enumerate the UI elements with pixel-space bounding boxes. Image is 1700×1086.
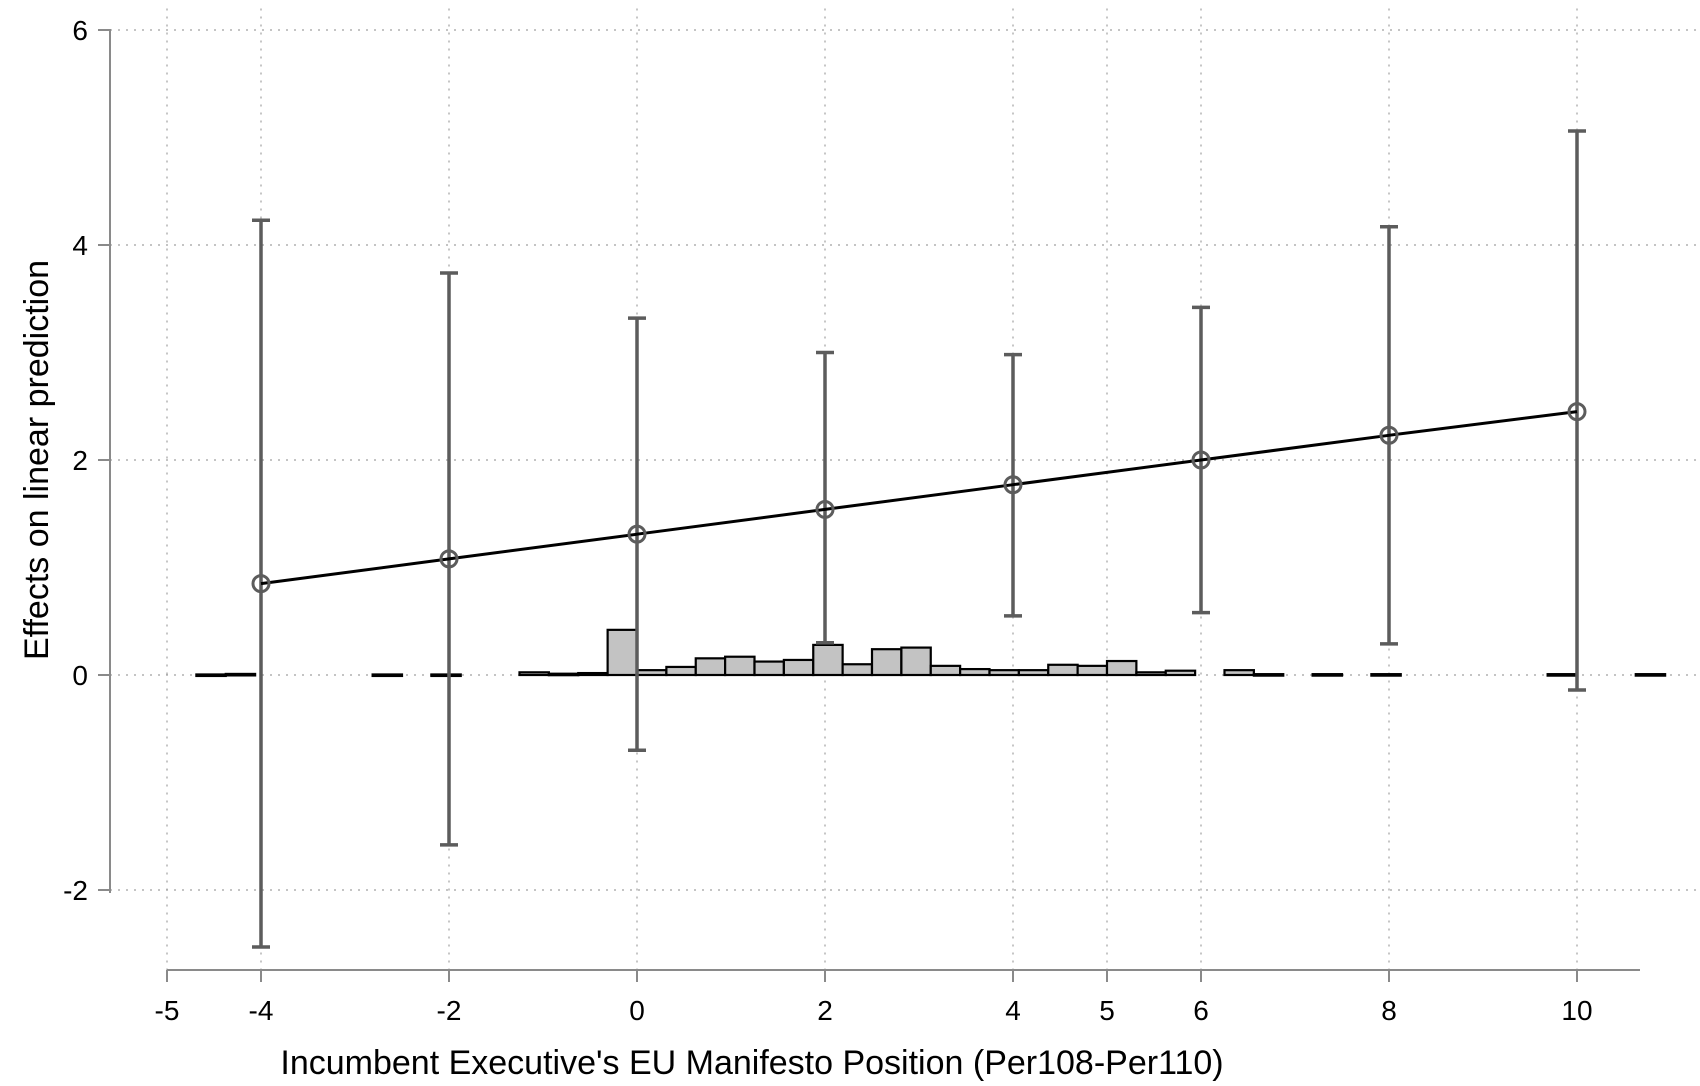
x-tick-label: 10 [1561,995,1592,1026]
x-tick-label: 8 [1381,995,1397,1026]
histogram-bar [430,673,462,678]
effect-line-layer [260,410,1578,586]
histogram-bar [1076,664,1109,677]
effect-point-marker [815,499,835,519]
x-tick-label: 5 [1099,995,1115,1026]
histogram-bar [1135,671,1167,677]
histogram-bar [577,671,609,677]
x-tick-label: 4 [1005,995,1021,1026]
histogram-bar [518,671,550,677]
x-tick-label: -5 [155,995,180,1026]
histogram-bar [870,648,903,677]
histogram-bar [988,669,1020,677]
y-axis-title: Effects on linear prediction [18,260,56,660]
y-tick-label: 2 [72,445,88,476]
y-tick-label: -2 [63,875,88,906]
histogram-bar [929,664,962,677]
histogram-bar [635,669,668,677]
histogram-bar [782,658,815,677]
histogram-bar [1546,673,1579,677]
histogram-bar [371,673,404,678]
histogram-bar [1105,659,1138,677]
x-axis-title: Incumbent Executive's EU Manifesto Posit… [280,1044,1223,1082]
histogram-bar [665,665,697,677]
y-tick-label: 0 [72,660,88,691]
histogram-bar [1311,673,1344,677]
effect-point-marker [251,574,271,594]
histogram-bar [1223,669,1255,677]
histogram-bar [753,660,785,677]
effect-point-marker [1191,450,1211,470]
x-axis-ticks: -5 -4 -2 0 2 4 5 6 8 10 [155,970,1593,1026]
histogram-bar [841,663,874,677]
grid-lines [110,8,1700,971]
x-tick-label: 0 [629,995,645,1026]
histogram-bar [1164,669,1197,677]
histogram-bar [1017,669,1050,677]
effect-point-marker [627,524,647,544]
histogram-bar [959,667,991,677]
histogram-bar [195,673,227,678]
effect-point-marker [1379,425,1399,445]
histogram-bar [224,672,257,677]
histogram-bar [606,628,639,677]
effect-line [260,410,1578,586]
axes [109,29,1640,971]
y-axis-ticks: -2 0 2 4 6 [63,15,110,906]
histogram-bar [1047,663,1079,677]
histogram-bar [1252,673,1285,677]
effect-point-marker [1567,402,1587,422]
histogram-bar [1634,673,1667,677]
histogram-bar [694,657,727,677]
x-tick-label: 6 [1193,995,1209,1026]
x-tick-label: -2 [437,995,462,1026]
histogram-bar [547,672,580,677]
effect-point-marker [439,549,459,569]
histogram-bar [812,643,844,677]
effect-markers [251,402,1587,594]
confidence-intervals [252,129,1586,949]
histogram-bar [1370,673,1402,677]
x-tick-label: -4 [249,995,274,1026]
y-tick-label: 4 [72,230,88,261]
histogram [195,628,1667,678]
histogram-bar [724,655,756,677]
y-tick-label: 6 [72,15,88,46]
histogram-bar [900,646,932,677]
effect-point-marker [1003,475,1023,495]
x-tick-label: 2 [817,995,833,1026]
